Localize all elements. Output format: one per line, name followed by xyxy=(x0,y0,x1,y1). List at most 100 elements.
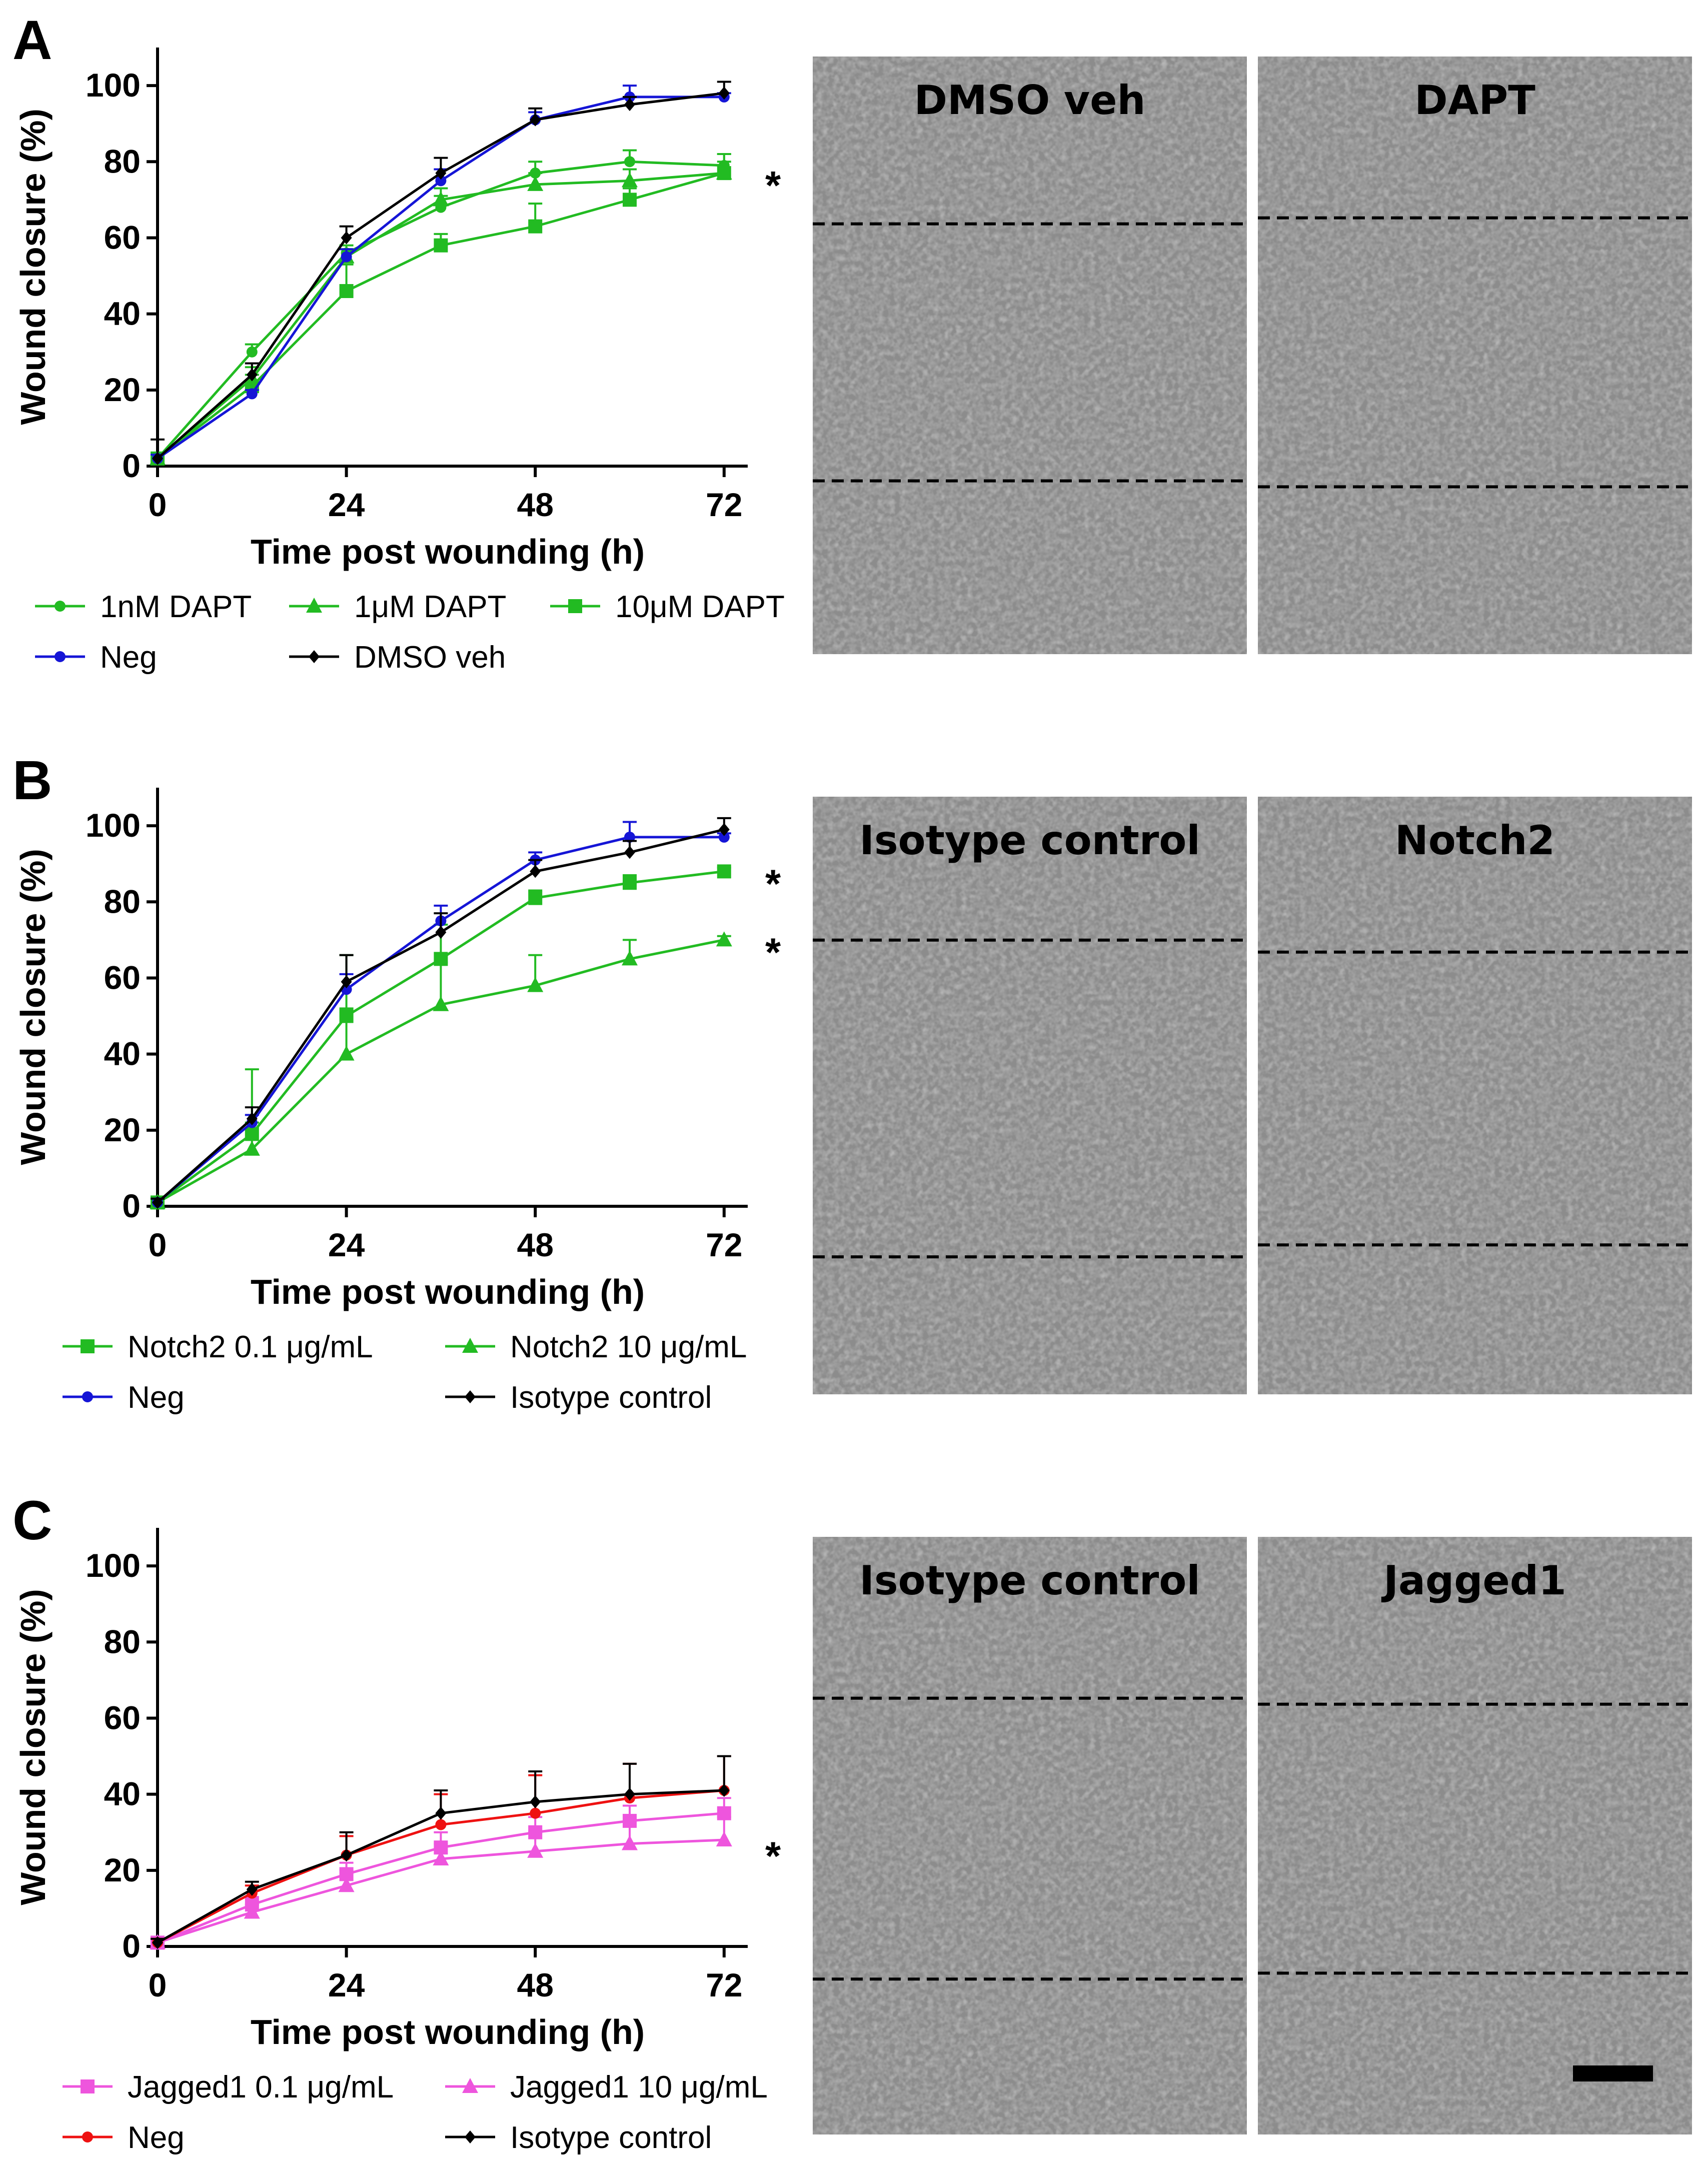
legend-item-1-m-dapt: 1μM DAPT xyxy=(289,590,506,624)
significance-asterisk: * xyxy=(765,1834,781,1878)
series-isotype-control xyxy=(151,817,731,1209)
legend-item-10-m-dapt: 10μM DAPT xyxy=(550,590,785,624)
legend-item-jagged1-0-1-g-ml: Jagged1 0.1 μg/mL xyxy=(63,2070,394,2104)
micrograph-texture xyxy=(813,797,1247,1394)
panel-b: B 0 20 40 60 80 100 0 24 48 72 Time post wounding (… xyxy=(13,750,1692,1415)
x-tick-label: 48 xyxy=(517,486,553,523)
series-10-m-dapt xyxy=(151,153,731,466)
legend-marker xyxy=(306,598,322,613)
data-point xyxy=(433,996,449,1011)
data-point xyxy=(624,156,635,168)
micrograph-texture xyxy=(1258,57,1692,654)
data-point xyxy=(341,251,352,263)
data-point xyxy=(435,167,447,180)
x-tick-label: 0 xyxy=(149,1226,167,1263)
micrograph-texture xyxy=(813,1537,1247,2134)
data-point xyxy=(527,977,544,992)
data-point xyxy=(716,1831,732,1846)
legend-label: 10μM DAPT xyxy=(615,590,785,624)
legend-label: Neg xyxy=(128,1380,185,1415)
y-tick-label: 40 xyxy=(104,1035,141,1072)
x-tick-label: 48 xyxy=(517,1226,553,1263)
legend-item-jagged1-10-g-ml: Jagged1 10 μg/mL xyxy=(445,2070,768,2104)
legend-marker xyxy=(568,599,582,613)
legend-label: DMSO veh xyxy=(354,640,506,675)
significance-asterisk: * xyxy=(765,930,781,974)
legend-marker xyxy=(81,2079,95,2093)
y-tick-label: 60 xyxy=(104,1699,141,1736)
data-point xyxy=(433,1850,449,1865)
micrograph-texture xyxy=(813,57,1247,654)
x-tick-label: 0 xyxy=(149,486,167,523)
data-point xyxy=(624,846,635,859)
panel-a: A 0 20 40 60 80 100 0 24 48 72 Time post wounding (… xyxy=(13,10,1692,675)
x-axis-label: Time post wounding (h) xyxy=(251,1272,645,1311)
micrograph-title: Isotype control xyxy=(859,1557,1200,1604)
x-axis-label: Time post wounding (h) xyxy=(251,532,645,571)
micrograph-title: DAPT xyxy=(1414,77,1535,124)
legend-label: 1μM DAPT xyxy=(354,590,506,624)
legend-label: Notch2 0.1 μg/mL xyxy=(128,1330,373,1364)
micrograph-texture xyxy=(1258,1537,1692,2134)
micrograph-title: Notch2 xyxy=(1395,817,1555,864)
significance-asterisk: * xyxy=(765,861,781,906)
y-tick-label: 20 xyxy=(104,371,141,408)
data-point xyxy=(435,1806,447,1820)
data-point xyxy=(341,231,352,245)
legend-marker xyxy=(82,2131,93,2142)
significance-asterisk: * xyxy=(765,163,781,208)
micrograph-isotype-control: Isotype control xyxy=(813,797,1247,1394)
legend-marker xyxy=(55,601,66,612)
y-tick-label: 80 xyxy=(104,143,141,180)
data-point xyxy=(530,1807,541,1819)
series-line xyxy=(157,828,725,1204)
data-point xyxy=(338,1877,355,1892)
series-line xyxy=(157,172,725,460)
legend-item-neg: Neg xyxy=(63,1380,185,1415)
series-line xyxy=(157,92,725,460)
data-point xyxy=(717,864,731,879)
data-point xyxy=(246,1112,258,1125)
data-point xyxy=(244,1140,260,1156)
series-neg xyxy=(151,85,731,464)
micrograph-dapt: DAPT xyxy=(1258,57,1692,654)
y-tick-label: 0 xyxy=(122,1927,141,1964)
data-point xyxy=(623,876,637,890)
legend-label: Isotype control xyxy=(510,1380,712,1415)
y-axis-label: Wound closure (%) xyxy=(14,109,53,425)
data-point xyxy=(623,193,637,207)
micrograph-jagged1: Jagged1 xyxy=(1258,1537,1692,2134)
data-point xyxy=(527,176,544,191)
panel-label: A xyxy=(13,10,52,71)
y-tick-label: 20 xyxy=(104,1851,141,1888)
x-tick-label: 72 xyxy=(706,1226,742,1263)
legend-marker xyxy=(55,651,66,662)
legend-item-notch2-10-g-ml: Notch2 10 μg/mL xyxy=(445,1330,747,1364)
panel-label: B xyxy=(13,750,52,811)
data-point xyxy=(152,1196,163,1209)
legend-marker xyxy=(462,1338,478,1353)
panel-label: C xyxy=(13,1490,52,1551)
data-point xyxy=(530,113,541,127)
x-tick-label: 72 xyxy=(706,486,742,523)
data-point xyxy=(624,1787,635,1801)
micrograph-title: Isotype control xyxy=(859,817,1200,864)
legend-label: Neg xyxy=(128,2120,185,2155)
micrograph-notch2: Notch2 xyxy=(1258,797,1692,1394)
x-tick-label: 72 xyxy=(706,1966,742,2003)
legend-marker xyxy=(465,1390,476,1403)
y-tick-label: 80 xyxy=(104,883,141,920)
data-point xyxy=(528,219,543,234)
micrograph-texture xyxy=(1258,797,1692,1394)
x-tick-label: 24 xyxy=(328,1966,365,2003)
legend: Notch2 0.1 μg/mL Notch2 10 μg/mL Neg Isotyp… xyxy=(63,1330,747,1415)
data-point xyxy=(434,238,448,253)
series-line xyxy=(157,836,724,1204)
legend-marker xyxy=(82,1391,93,1402)
y-axis-label: Wound closure (%) xyxy=(14,1589,53,1905)
series-notch2-10-g-ml xyxy=(150,931,732,1209)
data-point xyxy=(246,368,258,382)
series-line xyxy=(157,96,724,460)
legend-label: Notch2 10 μg/mL xyxy=(510,1330,747,1364)
data-point xyxy=(246,388,258,400)
